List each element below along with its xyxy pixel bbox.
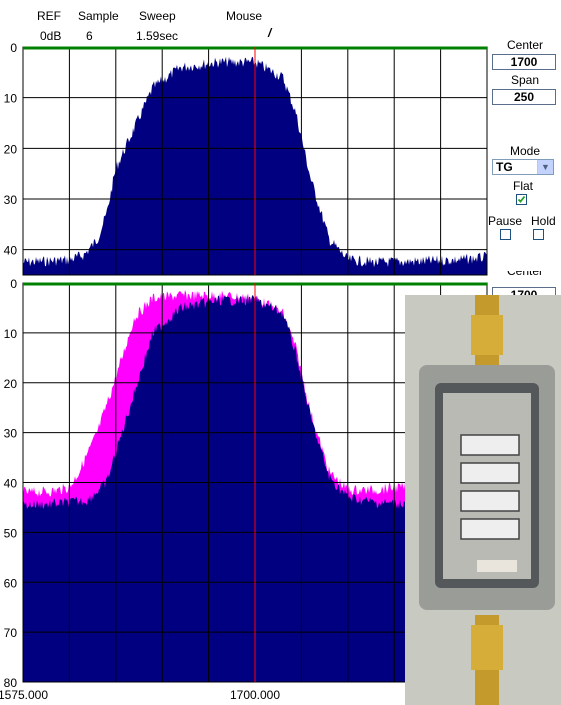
top-y-tick-label: 20: [4, 142, 18, 156]
bottom-y-tick-label: 10: [4, 327, 18, 341]
sweep-label: Sweep: [139, 9, 176, 23]
chevron-down-icon[interactable]: ▼: [537, 160, 553, 174]
x-tick-label: 1700.000: [230, 688, 280, 702]
top-y-tick-label: 40: [4, 244, 18, 258]
top-y-tick-label: 30: [4, 193, 18, 207]
pause-checkbox[interactable]: [500, 229, 511, 240]
mouse-readout: /: [268, 26, 272, 40]
bottom-y-tick-label: 60: [4, 576, 18, 590]
span-input[interactable]: 250: [492, 89, 556, 105]
mode-select[interactable]: TG ▼: [492, 159, 554, 175]
sample-label: Sample: [78, 9, 119, 23]
ref-value: 0dB: [40, 29, 62, 43]
bottom-y-tick-label: 70: [4, 626, 18, 640]
pause-label: Pause: [488, 214, 523, 228]
flat-label: Flat: [512, 179, 533, 193]
sample-value: 6: [86, 29, 93, 43]
filter-photo-image: [405, 295, 561, 705]
x-tick-label: 1575.000: [0, 688, 48, 702]
bottom-y-tick-label: 50: [4, 526, 18, 540]
sweep-value: 1.59sec: [136, 29, 179, 43]
center-input[interactable]: 1700: [492, 54, 556, 70]
hold-checkbox[interactable]: [533, 229, 544, 240]
filter-photo: [405, 295, 561, 705]
top-y-tick-label: 10: [4, 92, 18, 106]
top-y-tick-label: 0: [10, 41, 17, 55]
span-label: Span: [510, 73, 540, 87]
checkmark-icon: [517, 195, 526, 203]
bottom-y-tick-label: 30: [4, 427, 18, 441]
bottom-y-tick-label: 20: [4, 377, 18, 391]
mouse-label: Mouse: [226, 9, 263, 23]
bottom-y-tick-label: 0: [10, 277, 17, 291]
center-label-2: Center: [506, 271, 544, 278]
hold-label: Hold: [531, 214, 556, 228]
bottom-y-tick-label: 40: [4, 477, 18, 491]
mode-label: Mode: [509, 144, 541, 158]
bottom-y-tick-label: 80: [4, 676, 18, 690]
mode-select-value: TG: [496, 160, 513, 174]
ref-label: REF: [37, 9, 61, 23]
center-label: Center: [506, 38, 544, 52]
flat-checkbox[interactable]: [516, 194, 527, 205]
